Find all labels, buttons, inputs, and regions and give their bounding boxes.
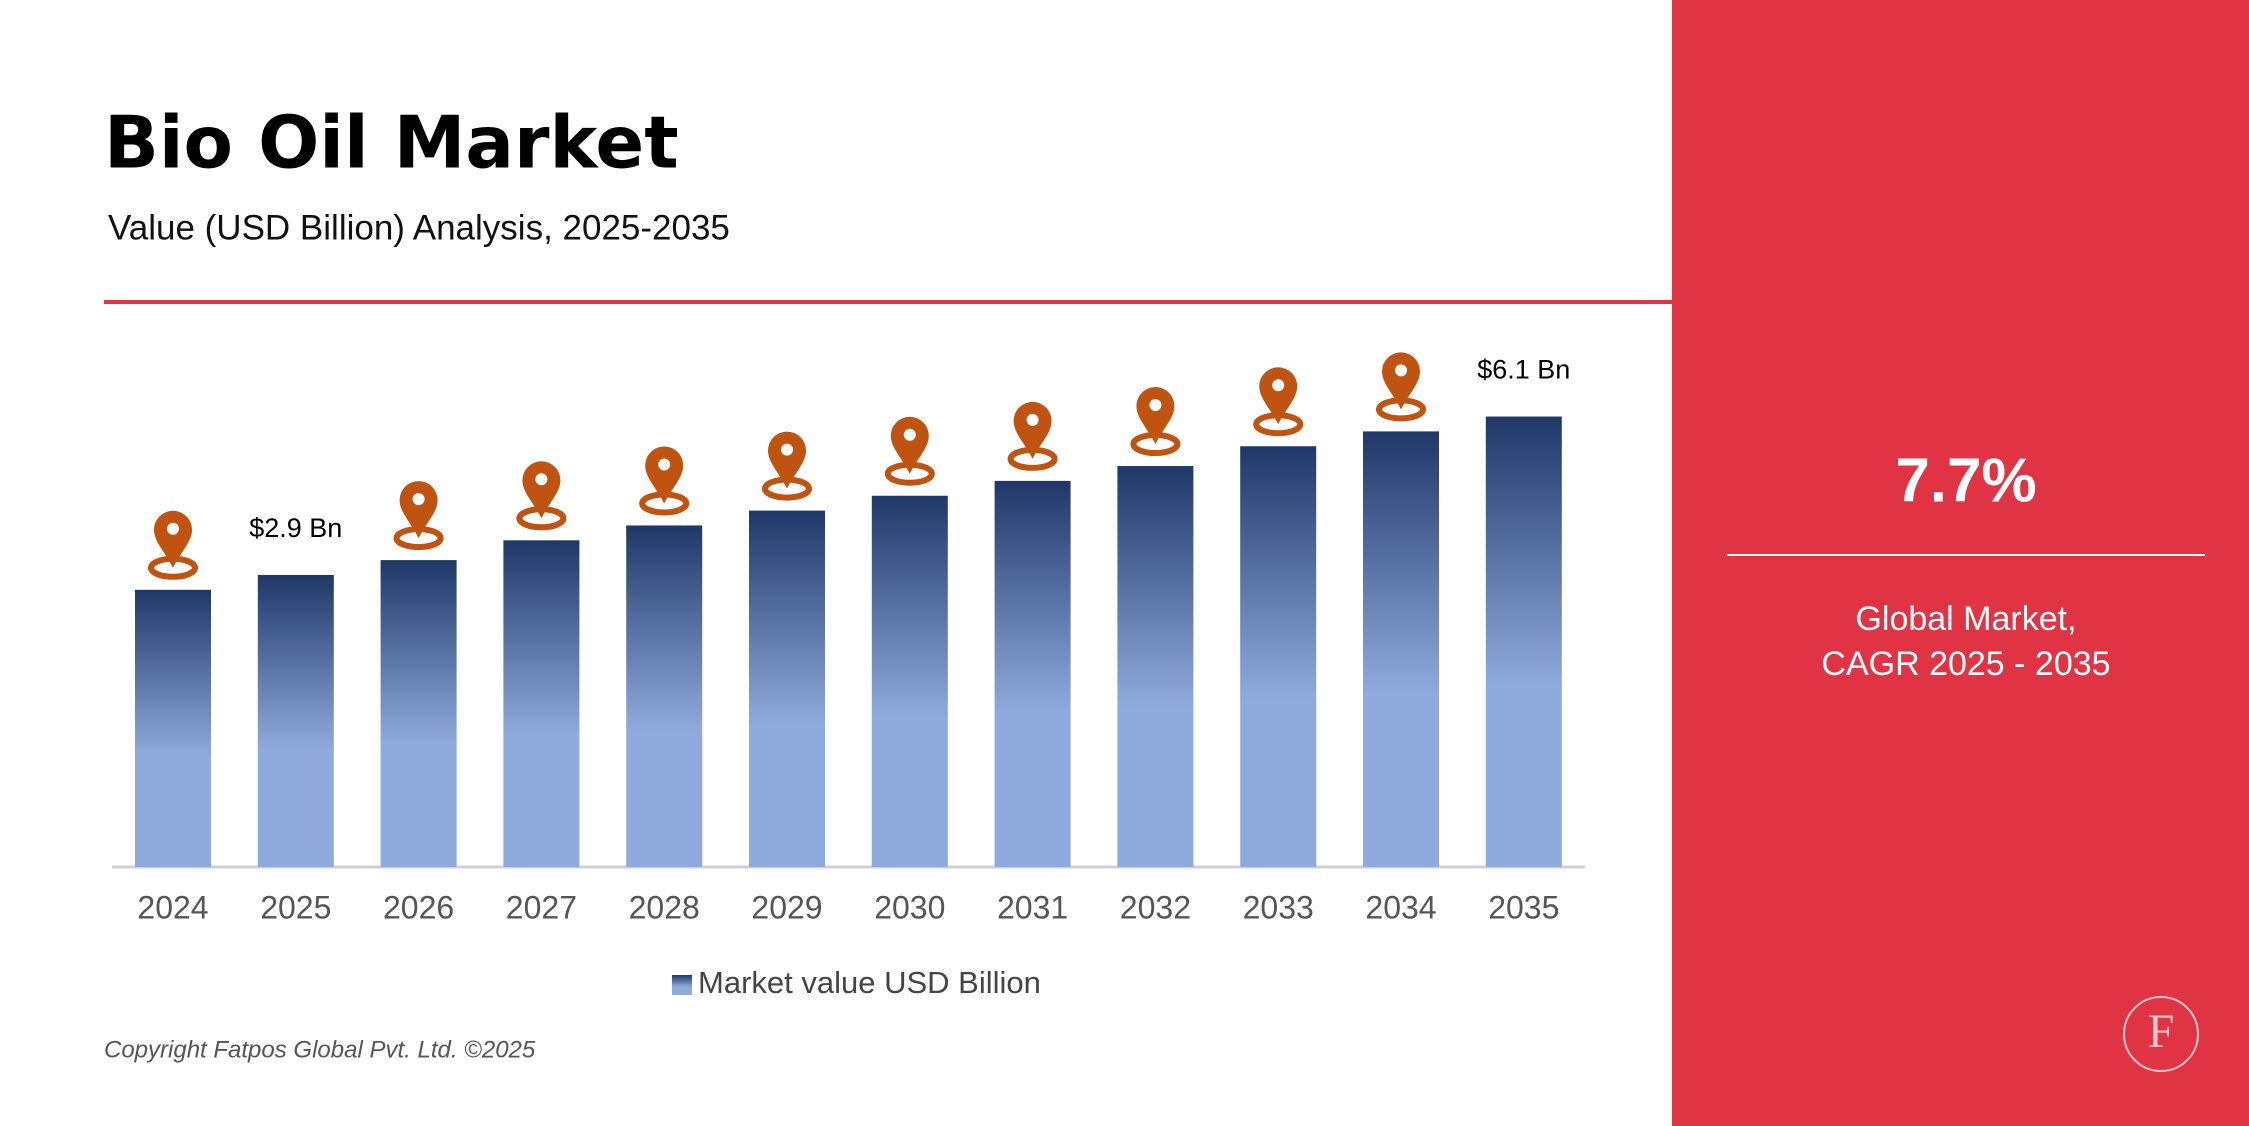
bar [1240, 446, 1317, 867]
x-tick-label: 2034 [1365, 889, 1436, 925]
x-tick-label: 2031 [997, 889, 1068, 925]
pin-icon [1382, 352, 1420, 410]
bar [749, 510, 825, 867]
pin-dot [535, 473, 548, 486]
legend-label: Market value USD Billion [698, 965, 1041, 1000]
pin-dot [781, 443, 793, 456]
bar [994, 480, 1071, 867]
bar [503, 540, 580, 867]
legend-swatch [672, 975, 692, 995]
cagr-caption: CAGR 2025 - 2035 [1821, 645, 2110, 683]
bar [257, 574, 334, 867]
value-label: $6.1 Bn [1477, 355, 1570, 385]
bar [1363, 431, 1439, 867]
x-tick-label: 2028 [629, 889, 700, 925]
logo: F [2148, 1005, 2175, 1058]
bar [871, 495, 948, 867]
copyright: Copyright Fatpos Global Pvt. Ltd. ©2025 [104, 1036, 536, 1063]
value-label: $2.9 Bn [249, 513, 342, 543]
bar [380, 560, 457, 867]
pin-dot [1395, 364, 1407, 377]
bar [135, 589, 211, 867]
x-tick-label: 2026 [383, 889, 454, 925]
chart-subtitle: Value (USD Billion) Analysis, 2025-2035 [108, 208, 730, 247]
pin-icon [1136, 387, 1175, 445]
pin-icon [1259, 367, 1298, 425]
cagr-value: 7.7% [1895, 446, 2036, 515]
cagr-caption: Global Market, [1855, 600, 2076, 638]
chart-title: Bio Oil Market [104, 101, 679, 185]
pin-dot [1272, 379, 1285, 392]
pin-dot [412, 493, 425, 506]
bar [1485, 416, 1562, 867]
pin-dot [1026, 413, 1039, 426]
bar [626, 525, 703, 867]
x-tick-label: 2035 [1488, 889, 1559, 925]
pin-icon [768, 431, 806, 489]
logo-ring [2123, 996, 2199, 1072]
pin-icon [1013, 401, 1052, 459]
pin-dot [167, 522, 179, 535]
side-panel [1672, 0, 2249, 1126]
bar [1117, 466, 1194, 867]
x-tick-label: 2029 [751, 889, 822, 925]
pin-dot [658, 458, 671, 471]
pin-icon [522, 461, 561, 519]
x-tick-label: 2032 [1120, 889, 1191, 925]
pin-icon [154, 510, 192, 568]
pin-icon [645, 446, 684, 504]
x-tick-label: 2033 [1243, 889, 1314, 925]
pin-icon [399, 481, 438, 539]
pin-icon [890, 416, 929, 474]
pin-dot [903, 428, 916, 441]
pin-dot [1149, 399, 1162, 412]
x-tick-label: 2025 [260, 889, 331, 925]
x-tick-label: 2027 [506, 889, 577, 925]
x-tick-label: 2024 [137, 889, 208, 925]
x-tick-label: 2030 [874, 889, 945, 925]
